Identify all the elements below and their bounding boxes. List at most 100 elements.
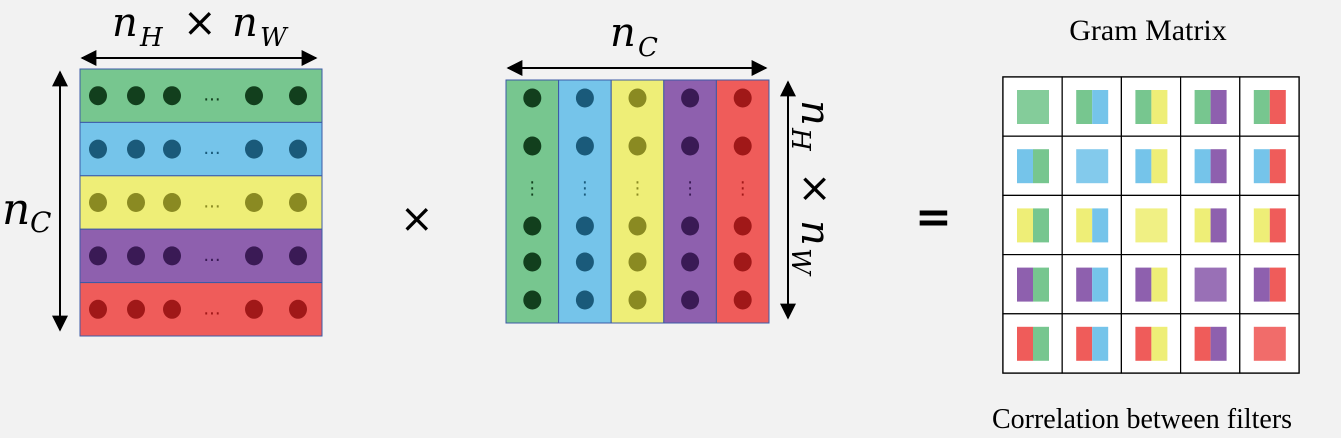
left-dot-purple-5	[289, 246, 307, 266]
gram-swatch-row-4-1	[1017, 267, 1033, 302]
gram-swatch-col-4-1	[1033, 267, 1049, 302]
gram-swatch-row-1-4	[1194, 90, 1211, 124]
middle-dot-purple-5	[681, 290, 700, 310]
gram-swatch-col-2-5	[1269, 149, 1286, 184]
middle-dot-red-1	[733, 88, 752, 108]
left-width-n2: n	[232, 0, 258, 46]
middle-height-sub-w: W	[785, 248, 815, 277]
left-dot-yellow-4	[245, 193, 263, 212]
gram-swatch-col-2-4	[1210, 149, 1227, 184]
middle-height-label: n H × n W	[785, 100, 838, 277]
middle-col-red	[715, 79, 770, 324]
middle-dot-yellow-3	[628, 216, 647, 236]
middle-dot-red-5	[733, 290, 752, 310]
left-dot-blue-2	[127, 139, 145, 159]
gram-swatch-col-2-3	[1151, 149, 1168, 184]
gram-swatch-4-4	[1194, 267, 1227, 302]
gram-swatch-col-1-2	[1092, 90, 1109, 124]
middle-height-sub-h: H	[785, 127, 815, 152]
left-dot-blue-1	[89, 139, 107, 159]
left-ellipsis-red: ...	[203, 298, 220, 319]
middle-dot-blue-4	[575, 252, 594, 272]
middle-height-n2: n	[792, 220, 838, 246]
left-dot-purple-2	[127, 246, 145, 266]
middle-col-yellow	[610, 79, 665, 324]
middle-dot-red-4	[733, 252, 752, 272]
gram-swatch-row-1-5	[1253, 90, 1270, 124]
left-height-label: n C	[2, 184, 51, 239]
middle-dot-green-4	[523, 252, 542, 272]
gram-swatch-col-1-3	[1151, 90, 1168, 124]
middle-dot-blue-1	[575, 88, 594, 108]
middle-dot-yellow-1	[628, 88, 647, 108]
gram-swatch-row-3-1	[1017, 208, 1033, 243]
middle-height-times: ×	[792, 172, 838, 206]
middle-ellipsis-red: ⋮	[734, 178, 752, 199]
left-height-n: n	[2, 184, 30, 235]
middle-ellipsis-yellow: ⋮	[629, 178, 647, 199]
left-dot-yellow-3	[163, 193, 181, 212]
middle-ellipsis-green: ⋮	[523, 178, 541, 199]
left-row-blue	[79, 121, 323, 177]
gram-swatch-row-2-4	[1194, 149, 1211, 184]
middle-dot-purple-2	[681, 136, 700, 156]
left-dot-blue-4	[245, 139, 263, 159]
left-dot-red-4	[245, 299, 263, 319]
middle-dot-blue-3	[575, 216, 594, 236]
middle-dot-red-3	[733, 216, 752, 236]
left-dot-yellow-2	[127, 193, 145, 212]
middle-dot-yellow-5	[628, 290, 647, 310]
gram-swatch-row-5-2	[1076, 326, 1093, 361]
gram-swatch-col-5-3	[1151, 326, 1168, 361]
middle-width-label: n C	[610, 10, 658, 63]
middle-width-n: n	[610, 10, 636, 56]
left-dot-green-3	[163, 86, 181, 106]
middle-col-purple	[663, 79, 717, 324]
gram-swatch-row-2-3	[1135, 149, 1152, 184]
middle-ellipsis-purple: ⋮	[681, 178, 699, 199]
left-dot-purple-3	[163, 246, 181, 266]
middle-col-blue	[558, 79, 612, 324]
gram-swatch-row-3-4	[1194, 208, 1211, 243]
left-row-green	[79, 68, 323, 123]
gram-swatch-col-3-2	[1092, 208, 1109, 243]
left-dot-red-2	[127, 299, 145, 319]
left-ellipsis-green: ...	[203, 85, 220, 106]
middle-height-n1: n	[792, 100, 838, 126]
gram-cell-2-5	[1239, 135, 1300, 196]
middle-dot-purple-1	[681, 88, 700, 108]
gram-swatch-col-5-1	[1033, 326, 1049, 361]
left-dot-blue-3	[163, 139, 181, 159]
gram-matrix-caption: Correlation between filters	[992, 404, 1292, 435]
middle-dot-green-5	[523, 290, 542, 310]
left-dot-green-5	[289, 86, 307, 106]
left-width-sub-w: W	[260, 23, 289, 53]
left-dot-green-4	[245, 86, 263, 106]
gram-swatch-row-1-3	[1135, 90, 1152, 124]
middle-dot-purple-3	[681, 216, 700, 236]
left-row-yellow	[79, 175, 323, 230]
middle-width-sub-c: C	[638, 33, 658, 63]
left-dot-red-1	[89, 299, 107, 319]
middle-dot-green-1	[523, 88, 542, 108]
left-ellipsis-yellow: ...	[203, 192, 220, 213]
gram-swatch-col-5-2	[1092, 326, 1109, 361]
gram-swatch-1-1	[1017, 90, 1049, 124]
left-ellipsis-purple: ...	[203, 245, 220, 266]
left-dot-purple-1	[89, 246, 107, 266]
gram-matrix-grid	[1002, 76, 1300, 374]
left-dot-green-1	[89, 86, 107, 106]
left-dot-purple-4	[245, 246, 263, 266]
gram-swatch-col-1-5	[1269, 90, 1286, 124]
gram-swatch-row-2-5	[1253, 149, 1270, 184]
middle-dot-green-3	[523, 216, 542, 236]
middle-dot-yellow-2	[628, 136, 647, 156]
gram-swatch-row-4-2	[1076, 267, 1093, 302]
equals-sign: =	[915, 192, 952, 243]
gram-swatch-row-3-2	[1076, 208, 1093, 243]
left-dot-red-3	[163, 299, 181, 319]
left-dot-red-5	[289, 299, 307, 319]
gram-swatch-row-5-3	[1135, 326, 1152, 361]
gram-swatch-row-4-3	[1135, 267, 1152, 302]
gram-swatch-col-3-5	[1269, 208, 1286, 243]
